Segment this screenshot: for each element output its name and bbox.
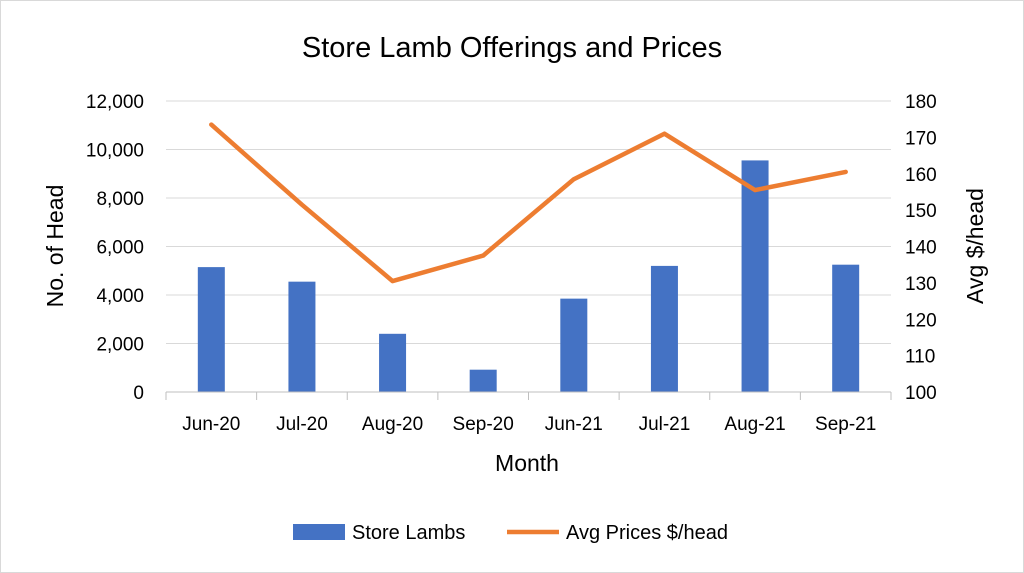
chart-title: Store Lamb Offerings and Prices [302,32,722,64]
y2-tick-label: 160 [905,165,937,186]
bar [560,298,588,392]
bar [741,160,769,392]
y2-tick-label: 120 [905,310,937,331]
x-tick-label: Sep-21 [815,414,876,435]
bar [379,333,407,392]
y-tick-label: 6,000 [96,238,144,259]
y2-tick-label: 150 [905,201,937,222]
x-tick-label: Aug-21 [724,414,785,435]
y-tick-label: 0 [133,383,144,404]
legend: Store Lambs Avg Prices $/head [293,522,728,544]
bar [469,369,497,392]
x-tick-label: Sep-20 [453,414,514,435]
y2-tick-label: 110 [905,347,935,368]
y-tick-label: 4,000 [96,286,144,307]
y-tick-label: 2,000 [96,335,144,356]
y-tick-label: 10,000 [86,141,144,162]
bar-series [197,160,860,392]
y2-tick-label: 130 [905,274,937,295]
y-tick-label: 8,000 [96,189,144,210]
bar [197,267,225,392]
x-axis-title: Month [495,450,559,476]
legend-swatch-store-lambs [293,524,345,540]
bar [288,281,316,392]
line-series [209,122,848,284]
y2-tick-label: 170 [905,128,937,149]
legend-label-store-lambs: Store Lambs [352,522,465,544]
axes: 0 2,000 4,000 6,000 8,000 10,000 12,000 100 110 1… [86,92,937,435]
y2-tick-label: 180 [905,92,937,113]
y2-tick-label: 140 [905,238,937,259]
bar [650,265,678,392]
x-tick-label: Jun-20 [182,414,240,435]
series-line-avg-prices [209,122,848,284]
bar [832,264,860,392]
y2-axis-title: Avg $/head [962,188,988,304]
x-tick-label: Jun-21 [545,414,603,435]
y-axis-title: No. of Head [42,185,68,308]
gridlines [166,100,891,344]
x-tick-label: Jul-21 [639,414,691,435]
y-tick-label: 12,000 [86,92,144,113]
x-tick-label: Aug-20 [362,414,423,435]
x-tick-label: Jul-20 [276,414,328,435]
y2-tick-label: 100 [905,383,937,404]
legend-label-avg-prices: Avg Prices $/head [566,522,728,544]
